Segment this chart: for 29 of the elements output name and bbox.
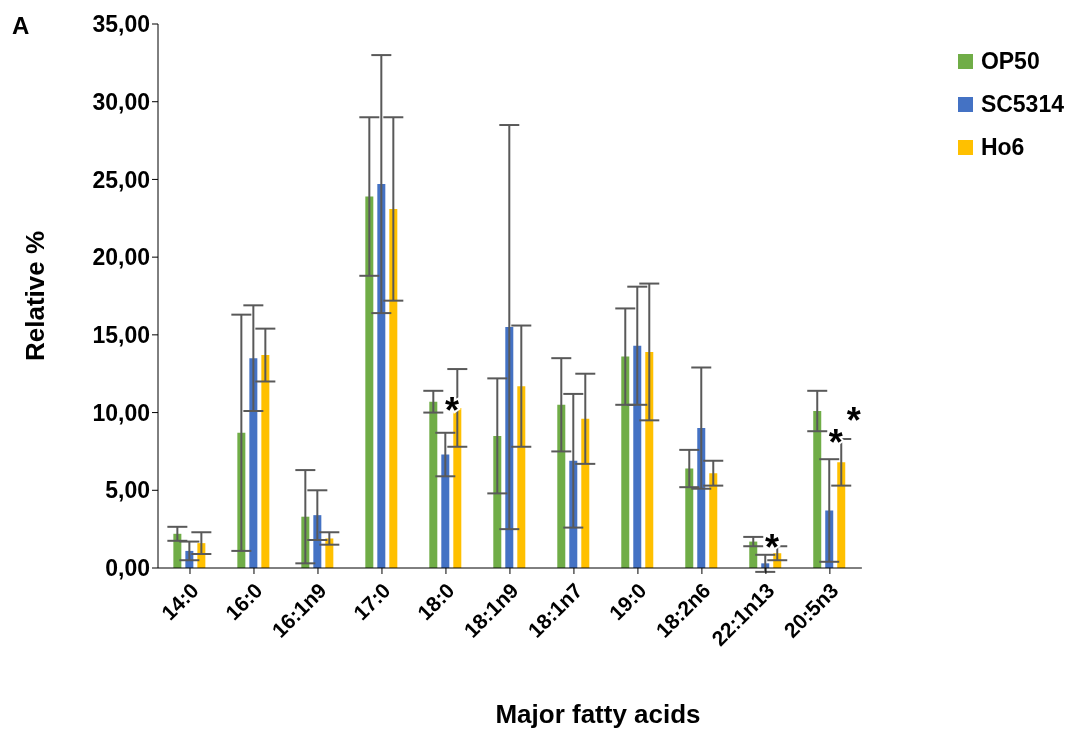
annotation: * [846, 399, 861, 441]
y-tick-label: 0,00 [105, 555, 150, 582]
bar [429, 401, 438, 568]
y-tick-label: 35,00 [92, 11, 150, 38]
y-tick-label: 15,00 [92, 322, 150, 349]
bar [813, 411, 822, 568]
bar [837, 462, 846, 568]
legend-label: OP50 [980, 48, 1040, 75]
bar [365, 196, 374, 568]
bar [441, 454, 450, 568]
text: A [12, 12, 30, 40]
bar [557, 404, 566, 568]
bar [261, 355, 270, 568]
legend-label: Ho6 [980, 134, 1025, 161]
x-axis-title: Major fatty acids [494, 699, 702, 730]
bar [249, 358, 258, 568]
y-axis-title: Relative % [20, 230, 51, 362]
y-tick-label: 10,00 [92, 399, 150, 426]
bar [633, 345, 642, 568]
bar [709, 473, 718, 568]
y-tick-label: 25,00 [92, 166, 150, 193]
y-tick-label: 5,00 [105, 477, 150, 504]
bar [685, 468, 694, 568]
bar [581, 418, 590, 568]
bar [389, 208, 398, 568]
bar [621, 356, 630, 568]
y-tick-label: 30,00 [92, 88, 150, 115]
legend-label: SC5314 [980, 91, 1064, 118]
y-tick-label: 20,00 [92, 244, 150, 271]
